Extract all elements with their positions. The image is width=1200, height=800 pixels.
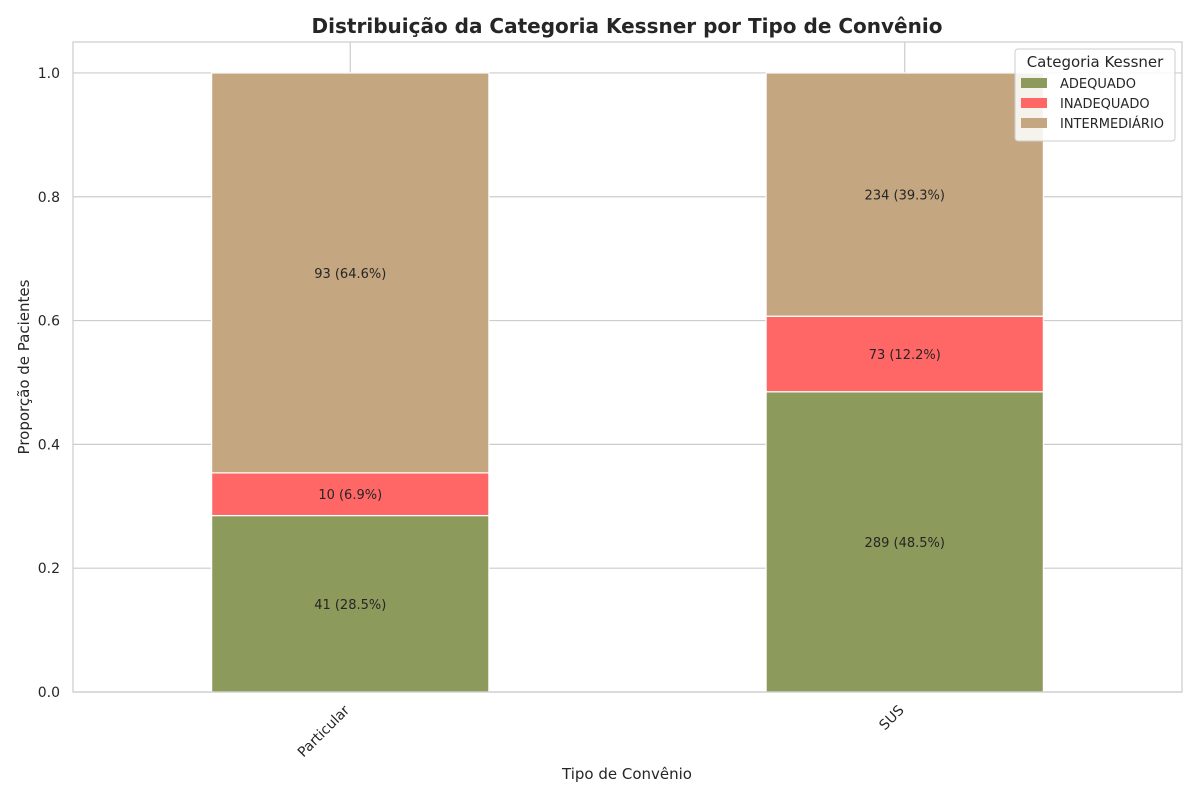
data-label: 41 (28.5%) [314,598,386,613]
data-label: 234 (39.3%) [865,189,945,204]
bar-segment-intermediário [211,72,490,474]
y-tick-label: 0.4 [38,437,60,453]
legend-swatch-adequado [1021,78,1047,88]
legend-box [1014,48,1176,142]
data-label: 93 (64.6%) [314,267,386,282]
bar-segment-intermediário [765,72,1044,317]
legend-title: Categoria Kessner [1027,53,1164,71]
legend-swatch-inadequado [1021,98,1047,108]
data-labels: 41 (28.5%) 10 (6.9%) 93 (64.6%) 289 (48.5%)… [314,189,945,613]
legend-swatch-intermediário [1021,118,1047,128]
y-tick-label: 0.6 [38,314,60,330]
legend-entry-intermediário: INTERMEDIÁRIO [1060,116,1164,132]
data-label: 10 (6.9%) [318,488,382,503]
y-tick-label: 0.0 [38,685,60,701]
chart-title: Distribuição da Categoria Kessner por Ti… [312,14,943,38]
x-axis-label: Tipo de Convênio [561,765,692,783]
y-tick-label: 0.2 [38,561,60,577]
x-tick-label: SUS [876,702,907,733]
y-tick-label: 0.8 [38,190,60,206]
data-label: 289 (48.5%) [865,536,945,551]
plot-frame [72,41,1183,693]
legend-entry-inadequado: INADEQUADO [1060,97,1150,112]
y-axis-label: Proporção de Pacientes [15,279,33,454]
legend: Categoria Kessner ADEQUADO INADEQUADO INTER… [1014,48,1176,142]
bar-segment-adequado [765,391,1044,693]
data-label: 73 (12.2%) [869,348,941,363]
bars [211,72,1044,693]
x-tick-label: Particular [295,702,353,760]
y-tick-label: 1.0 [38,66,60,82]
legend-entry-adequado: ADEQUADO [1060,77,1136,92]
bar-segment-inadequado [211,472,490,517]
bar-segment-adequado [211,514,490,693]
bar-segment-inadequado [765,315,1044,393]
